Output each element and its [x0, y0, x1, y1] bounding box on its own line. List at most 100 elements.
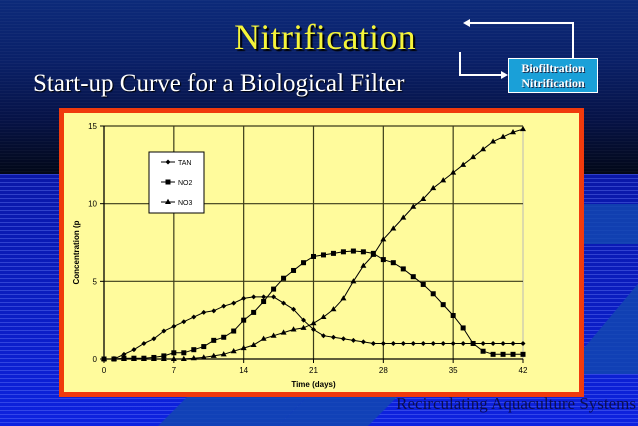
- data-point-tan: [121, 351, 127, 357]
- y-tick-label: 15: [88, 122, 97, 131]
- chart-area: 0 5 10 15 0 7 14 21 28 35 42 Time (days) Concentrati…: [64, 113, 579, 392]
- data-point-tan: [510, 340, 516, 346]
- data-point-no3: [230, 348, 237, 354]
- data-point-no3: [140, 355, 147, 361]
- legend-label-tan: TAN: [178, 160, 191, 167]
- data-point-no3: [270, 332, 277, 338]
- data-point-no2: [201, 344, 207, 350]
- data-point-no3: [280, 329, 287, 335]
- data-point-no2: [490, 351, 496, 357]
- data-point-no2: [221, 334, 227, 340]
- data-point-no3: [101, 355, 107, 361]
- data-point-no2: [291, 267, 297, 273]
- data-point-tan: [410, 340, 416, 346]
- data-point-tan: [430, 340, 436, 346]
- data-point-no3: [170, 355, 177, 361]
- data-point-tan: [330, 334, 336, 340]
- data-point-tan: [480, 340, 486, 346]
- data-point-no3: [460, 161, 467, 167]
- data-point-no3: [350, 278, 357, 284]
- data-point-no3: [320, 313, 327, 320]
- legend-label-no3: NO3: [178, 200, 193, 207]
- y-axis-label: Concentration (p: [72, 220, 81, 284]
- data-point-tan: [271, 294, 277, 300]
- data-point-no2: [281, 275, 287, 281]
- x-tick-label: 21: [309, 366, 318, 375]
- data-point-no3: [510, 129, 517, 135]
- data-point-tan: [400, 340, 406, 346]
- data-point-no2: [171, 350, 177, 356]
- data-point-no3: [480, 146, 487, 152]
- data-point-no2: [340, 249, 346, 255]
- data-point-no3: [370, 251, 377, 257]
- data-point-tan: [171, 323, 177, 329]
- data-point-no3: [150, 355, 157, 361]
- box-line-1: Biofiltration: [521, 61, 585, 75]
- data-point-no3: [120, 355, 127, 361]
- data-point-tan: [281, 300, 287, 306]
- x-tick-label: 0: [102, 366, 107, 375]
- data-point-tan: [440, 340, 446, 346]
- data-point-tan: [131, 347, 137, 353]
- data-point-tan: [161, 328, 167, 334]
- data-point-no3: [520, 125, 526, 132]
- data-point-no3: [260, 335, 267, 341]
- data-point-tan: [390, 340, 396, 346]
- data-point-no3: [450, 169, 457, 175]
- legend-box: [148, 151, 205, 214]
- legend-label-no2: NO2: [178, 180, 193, 187]
- data-point-tan: [320, 333, 326, 339]
- box-line-2: Nitrification: [521, 76, 585, 90]
- data-point-no3: [330, 306, 337, 312]
- data-point-no3: [400, 214, 407, 220]
- data-point-no3: [310, 320, 317, 326]
- x-tick-label: 14: [239, 366, 248, 375]
- data-point-no3: [290, 326, 297, 332]
- data-point-no2: [440, 302, 446, 308]
- data-point-tan: [360, 339, 366, 345]
- data-point-tan: [261, 294, 267, 300]
- y-tick-label: 10: [88, 200, 97, 209]
- data-point-tan: [251, 294, 257, 300]
- data-point-no2: [311, 253, 316, 259]
- data-point-tan: [241, 295, 247, 301]
- data-point-tan: [151, 336, 157, 342]
- data-point-no2: [470, 340, 476, 346]
- process-flow-arrows: [459, 19, 574, 79]
- data-point-no3: [470, 153, 477, 160]
- data-point-tan: [301, 317, 307, 323]
- data-point-no2: [241, 317, 247, 323]
- data-point-no3: [220, 351, 227, 357]
- arrow-head-left-icon: [463, 19, 470, 27]
- data-point-no3: [160, 355, 167, 361]
- x-tick-label: 28: [379, 366, 388, 375]
- data-point-tan: [211, 308, 217, 314]
- data-point-no3: [440, 177, 447, 183]
- data-point-no3: [250, 341, 257, 348]
- data-point-no2: [181, 350, 187, 356]
- data-point-tan: [380, 340, 386, 346]
- x-tick-label: 35: [449, 366, 458, 375]
- data-point-no2: [301, 260, 307, 266]
- data-point-no3: [200, 354, 207, 360]
- data-point-tan: [420, 340, 426, 346]
- data-point-no2: [410, 274, 416, 280]
- feed-arrow-icon: [459, 52, 501, 76]
- line-chart: 0 5 10 15 0 7 14 21 28 35 42 Time (days) Concentrati…: [72, 122, 528, 389]
- data-point-no2: [390, 260, 396, 266]
- data-point-no2: [271, 286, 277, 292]
- chart-frame: 0 5 10 15 0 7 14 21 28 35 42 Time (days) Concentrati…: [59, 108, 584, 397]
- data-point-no2: [330, 250, 336, 256]
- data-point-no2: [430, 291, 436, 297]
- data-point-tan: [350, 337, 356, 343]
- legend-marker-no2-icon: [165, 179, 171, 185]
- data-point-tan: [370, 340, 376, 346]
- data-point-no2: [420, 281, 426, 287]
- data-point-tan: [520, 340, 526, 346]
- data-point-tan: [460, 340, 466, 346]
- data-point-no3: [410, 203, 417, 209]
- arrow-head-right-icon: [501, 71, 508, 79]
- data-point-no3: [500, 133, 507, 139]
- data-point-no3: [300, 324, 307, 330]
- data-point-no2: [380, 257, 386, 263]
